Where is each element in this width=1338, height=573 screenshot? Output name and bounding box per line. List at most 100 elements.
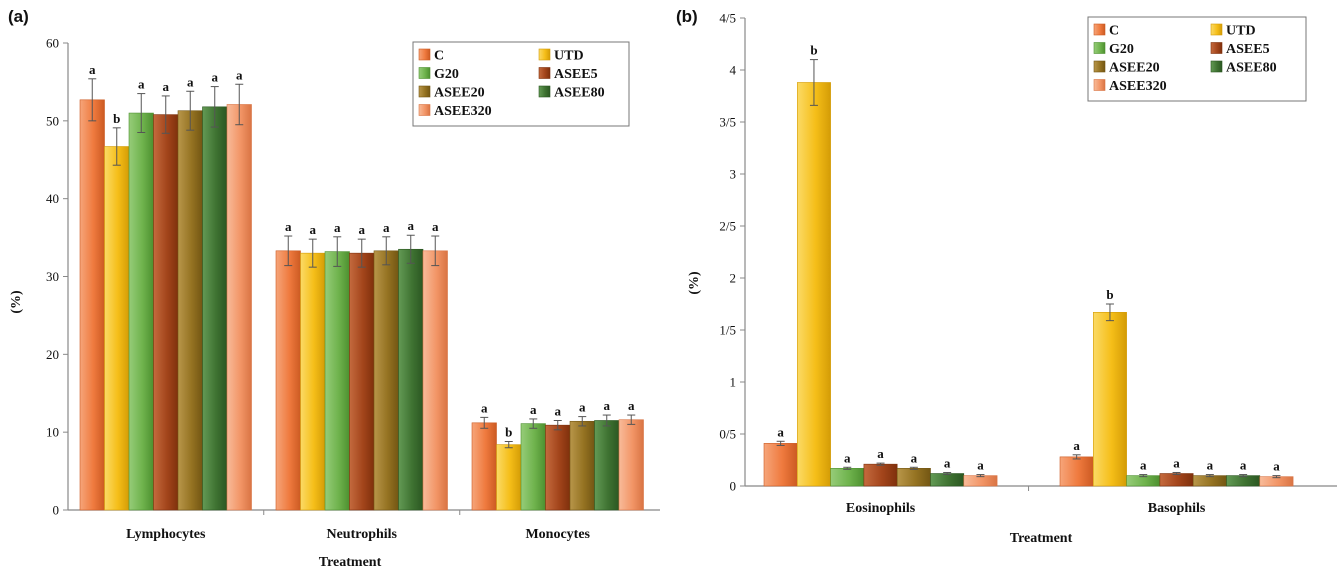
legend-swatch-asee5 [1210, 42, 1223, 54]
significance-letter: a [944, 455, 951, 470]
legend-swatch-utd [1210, 23, 1223, 36]
significance-letter: a [1073, 438, 1080, 453]
bar-asee320-neutrophils [422, 250, 448, 511]
significance-letter: a [432, 219, 439, 234]
y-axis-title: (%) [9, 290, 24, 314]
bar-asee80-lymphocytes [202, 106, 228, 511]
legend-label-asee320: ASEE320 [1109, 79, 1167, 94]
bar-utd-monocytes [496, 444, 522, 511]
panel-label: (b) [676, 7, 698, 26]
bar-g20-basophils [1126, 475, 1161, 487]
category-label: Neutrophils [326, 527, 397, 542]
significance-letter: a [236, 67, 243, 82]
bar-c-monocytes [471, 422, 497, 511]
legend: C UTD G20 ASEE5 ASEE20 ASEE80 ASEE320 [1087, 16, 1307, 102]
bar-asee20-monocytes [569, 420, 595, 511]
legend-swatch-g20 [418, 67, 431, 79]
bar-asee320-monocytes [618, 419, 644, 511]
bar-g20-lymphocytes [128, 112, 154, 511]
bar-g20-monocytes [520, 423, 546, 511]
bar-asee20-neutrophils [373, 250, 399, 511]
bar-asee20-basophils [1192, 475, 1227, 487]
legend-swatch-asee20 [1093, 60, 1106, 73]
significance-letter: a [1140, 458, 1147, 473]
y-tick-label: 1/5 [719, 323, 736, 338]
significance-letter: a [1207, 458, 1214, 473]
significance-letter: a [777, 424, 784, 439]
y-axis-title: (%) [687, 271, 702, 295]
significance-letter: a [163, 79, 170, 94]
significance-letter: a [310, 222, 317, 237]
y-tick-label: 50 [46, 113, 59, 128]
y-tick-label: 0/5 [719, 427, 736, 442]
significance-letter: a [1173, 455, 1180, 470]
legend-swatch-asee20 [418, 85, 431, 98]
significance-letter: a [408, 218, 415, 233]
bar-asee5-basophils [1159, 473, 1194, 487]
bar-g20-neutrophils [324, 251, 350, 511]
bar-utd-basophils [1093, 312, 1127, 487]
y-tick-label: 2/5 [719, 219, 736, 234]
category-label: Monocytes [525, 527, 590, 542]
bar-g20-eosinophils [830, 468, 865, 487]
bar-asee5-lymphocytes [153, 114, 179, 511]
legend-label-asee5: ASEE5 [1226, 42, 1270, 57]
bar-asee80-basophils [1226, 475, 1261, 487]
bar-utd-neutrophils [300, 252, 326, 511]
bar-asee5-monocytes [545, 424, 571, 511]
legend-label-g20: G20 [1109, 42, 1134, 57]
panel-a-chart: (a) 0 10 20 30 40 50 60 a b a a a a a Lymphocytes a a a a a a… [8, 7, 660, 570]
legend-label-c: C [434, 49, 444, 64]
bar-asee320-eosinophils [963, 475, 998, 487]
legend-swatch-utd [538, 48, 551, 61]
significance-letter: a [1240, 458, 1247, 473]
category-label: Basophils [1148, 501, 1206, 516]
bar-c-lymphocytes [79, 99, 105, 511]
significance-letter: a [187, 74, 194, 89]
legend-label-g20: G20 [434, 67, 459, 82]
legend-label-asee5: ASEE5 [554, 67, 598, 82]
bar-asee20-eosinophils [896, 468, 931, 487]
legend-label-asee80: ASEE80 [1226, 61, 1277, 76]
y-tick-label: 2 [730, 271, 737, 286]
legend-swatch-c [418, 48, 431, 61]
significance-letter: a [481, 400, 488, 415]
legend-box [1087, 16, 1307, 102]
significance-letter: a [138, 77, 145, 92]
legend-swatch-g20 [1093, 42, 1106, 54]
legend-label-utd: UTD [1226, 24, 1256, 39]
bar-asee5-neutrophils [349, 252, 375, 511]
significance-letter: a [628, 398, 635, 413]
bar-asee20-lymphocytes [177, 110, 203, 511]
significance-letter: a [89, 62, 96, 77]
y-tick-label: 0 [730, 479, 737, 494]
legend-label-utd: UTD [554, 49, 584, 64]
legend-swatch-asee80 [538, 85, 551, 98]
significance-letter: a [285, 219, 292, 234]
legend-label-c: C [1109, 24, 1119, 39]
significance-letter: a [359, 222, 366, 237]
significance-letter: b [505, 425, 512, 440]
bar-asee320-lymphocytes [226, 104, 252, 511]
y-tick-label: 3/5 [719, 115, 736, 130]
legend-swatch-asee320 [418, 104, 431, 116]
significance-letter: a [1273, 459, 1280, 474]
bar-c-eosinophils [763, 443, 798, 487]
significance-letter: a [911, 450, 918, 465]
y-tick-label: 0 [53, 503, 60, 518]
panel-label: (a) [8, 7, 29, 26]
y-tick-label: 40 [46, 191, 59, 206]
x-axis-title: Treatment [319, 555, 382, 570]
bar-utd-eosinophils [796, 82, 831, 487]
significance-letter: a [383, 220, 390, 235]
legend-swatch-asee5 [538, 67, 551, 79]
bar-asee80-monocytes [594, 420, 620, 511]
legend-swatch-c [1093, 23, 1106, 36]
significance-letter: a [579, 400, 586, 415]
bar-asee5-eosinophils [863, 463, 898, 487]
y-tick-label: 4 [730, 63, 737, 78]
legend-swatch-asee80 [1210, 60, 1223, 73]
y-tick-label: 3 [730, 167, 737, 182]
category-label: Eosinophils [846, 501, 916, 516]
significance-letter: a [334, 220, 341, 235]
